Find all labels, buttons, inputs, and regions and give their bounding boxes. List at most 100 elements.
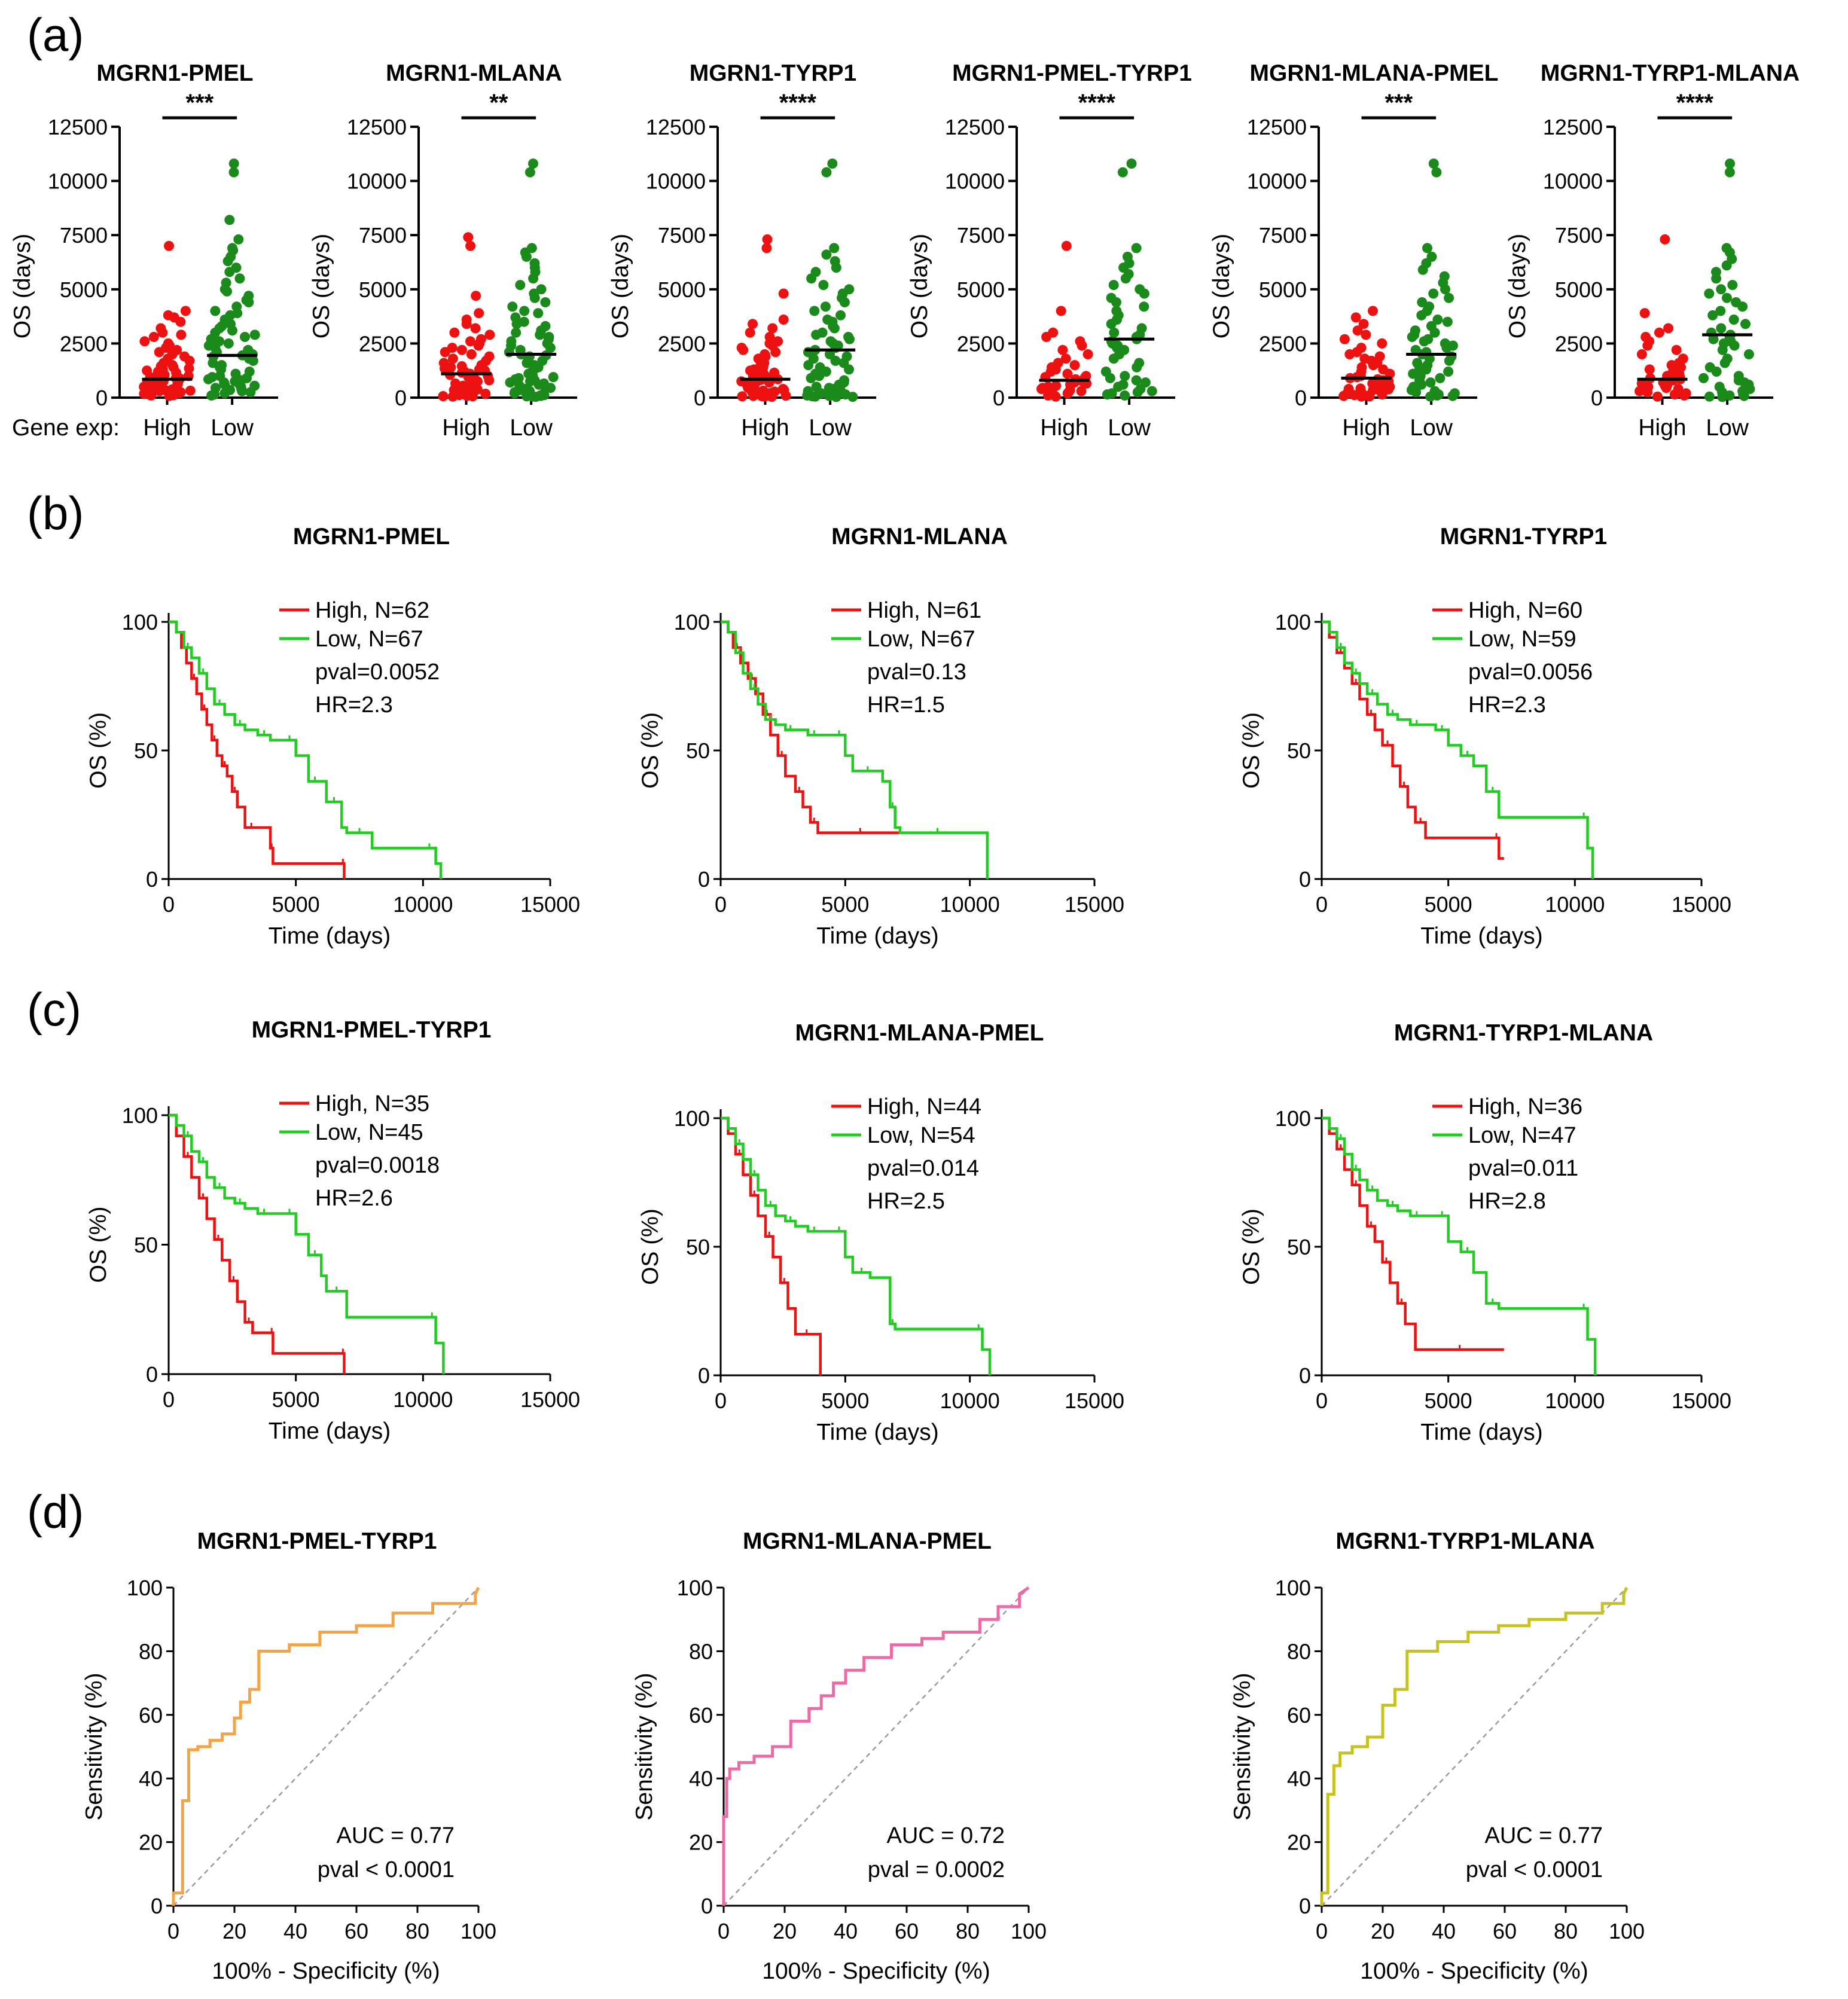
- data-point-low: [1447, 390, 1458, 401]
- y-tick-label: 0: [1299, 1894, 1311, 1918]
- data-point-low: [1435, 373, 1446, 383]
- data-point-low: [1727, 280, 1738, 291]
- x-tick-label: Low: [510, 415, 553, 441]
- data-point-low: [1105, 373, 1115, 383]
- auc-label: AUC = 0.72: [887, 1823, 1005, 1848]
- data-point-high: [1377, 338, 1387, 349]
- chart-title: MGRN1-TYRP1-MLANA: [1541, 60, 1800, 86]
- x-axis-label: Time (days): [816, 1420, 938, 1445]
- p-value-label: pval < 0.0001: [318, 1857, 455, 1882]
- data-point-high: [146, 390, 157, 401]
- x-tick-label: 15000: [1672, 892, 1731, 917]
- y-axis-label: OS (%): [86, 712, 111, 789]
- data-point-low: [810, 391, 821, 402]
- data-point-low: [1102, 389, 1112, 400]
- scatter-chart-2: MGRN1-MLANA ** 0 2500 5000 7500 10000 12500 OS (…: [309, 60, 577, 441]
- data-point-high: [184, 355, 195, 366]
- y-tick-label: 12500: [1247, 115, 1307, 139]
- data-point-low: [1737, 301, 1748, 312]
- y-tick-label: 2500: [658, 331, 706, 356]
- y-tick-label: 60: [689, 1703, 713, 1728]
- x-tick-label: Low: [1108, 415, 1151, 441]
- y-tick-label: 60: [1287, 1703, 1311, 1728]
- data-point-high: [767, 323, 778, 334]
- data-point-high: [1377, 389, 1387, 400]
- data-point-low: [1729, 340, 1740, 351]
- p-value-label: pval=0.13: [867, 660, 966, 685]
- legend-high: High, N=61: [867, 598, 981, 623]
- y-tick-label: 2500: [359, 331, 407, 356]
- data-point-low: [835, 310, 846, 321]
- data-point-high: [447, 391, 458, 402]
- km-chart-5: MGRN1-MLANA-PMEL 0 50 100 0 5000 10000 15000 Tim…: [638, 1020, 1124, 1445]
- data-point-high: [1344, 349, 1355, 359]
- y-tick-label: 100: [122, 610, 158, 634]
- data-point-low: [509, 388, 520, 399]
- data-point-high: [1644, 364, 1655, 375]
- data-point-high: [1076, 386, 1087, 396]
- y-tick-label: 2500: [957, 331, 1005, 356]
- y-tick-label: 0: [698, 867, 710, 892]
- data-point-low: [1704, 391, 1715, 402]
- data-point-high: [449, 327, 460, 338]
- data-point-high: [164, 390, 175, 401]
- x-tick-label: Low: [1706, 415, 1749, 441]
- x-tick-label: High: [1342, 415, 1390, 441]
- survival-curve-low: [1322, 1116, 1597, 1375]
- data-point-low: [530, 392, 541, 402]
- data-point-low: [1725, 158, 1736, 169]
- data-point-low: [1120, 273, 1131, 284]
- x-axis-label: Time (days): [1420, 1420, 1542, 1445]
- y-tick-label: 60: [139, 1703, 163, 1728]
- data-point-low: [839, 297, 850, 307]
- y-tick-label: 100: [1275, 1106, 1311, 1131]
- data-point-high: [154, 386, 165, 396]
- x-tick-label: 80: [956, 1919, 980, 1943]
- x-tick-label: 40: [834, 1919, 858, 1943]
- km-chart-3: MGRN1-TYRP1 0 50 100 0 5000 10000 15000 Time (da…: [1239, 524, 1731, 949]
- data-point-low: [1728, 315, 1739, 325]
- y-tick-label: 80: [1287, 1639, 1311, 1664]
- x-axis-label: 100% - Specificity (%): [762, 1958, 990, 1984]
- significance-label: ***: [1385, 90, 1413, 116]
- data-point-high: [465, 336, 475, 347]
- y-tick-label: 50: [1287, 738, 1311, 763]
- data-point-low: [1743, 349, 1754, 359]
- y-tick-label: 50: [1287, 1235, 1311, 1259]
- x-tick-label: 15000: [1672, 1388, 1731, 1413]
- y-axis-label: OS (%): [638, 712, 663, 789]
- x-axis-label: Time (days): [269, 1418, 391, 1444]
- y-tick-label: 0: [146, 1362, 158, 1387]
- data-point-low: [524, 167, 535, 178]
- data-point-high: [748, 390, 759, 401]
- data-point-low: [545, 383, 556, 393]
- significance-label: ****: [779, 90, 817, 116]
- data-point-high: [1061, 240, 1072, 251]
- x-tick-label: 10000: [1545, 892, 1605, 917]
- x-tick-label: High: [1040, 415, 1088, 441]
- y-tick-label: 10000: [1543, 169, 1603, 194]
- data-point-low: [1721, 260, 1732, 271]
- legend-low: Low, N=67: [315, 627, 423, 652]
- data-point-high: [1636, 349, 1647, 359]
- y-tick-label: 5000: [1259, 277, 1307, 302]
- legend-high: High, N=36: [1468, 1094, 1582, 1119]
- data-point-low: [1108, 353, 1119, 364]
- x-tick-label: 0: [718, 1919, 730, 1943]
- y-tick-label: 12500: [347, 115, 407, 139]
- data-point-low: [1146, 386, 1157, 396]
- data-point-high: [1671, 344, 1682, 355]
- x-tick-label: 10000: [1545, 1388, 1605, 1413]
- data-point-high: [184, 363, 194, 374]
- data-point-low: [548, 372, 559, 383]
- y-tick-label: 2500: [60, 331, 108, 356]
- data-point-high: [484, 329, 495, 340]
- data-point-low: [1717, 392, 1728, 402]
- data-point-high: [1669, 389, 1680, 400]
- data-point-low: [233, 234, 244, 245]
- data-point-low: [206, 390, 217, 401]
- y-tick-label: 5000: [1555, 277, 1603, 302]
- data-point-high: [1361, 329, 1371, 340]
- data-point-high: [1652, 391, 1663, 402]
